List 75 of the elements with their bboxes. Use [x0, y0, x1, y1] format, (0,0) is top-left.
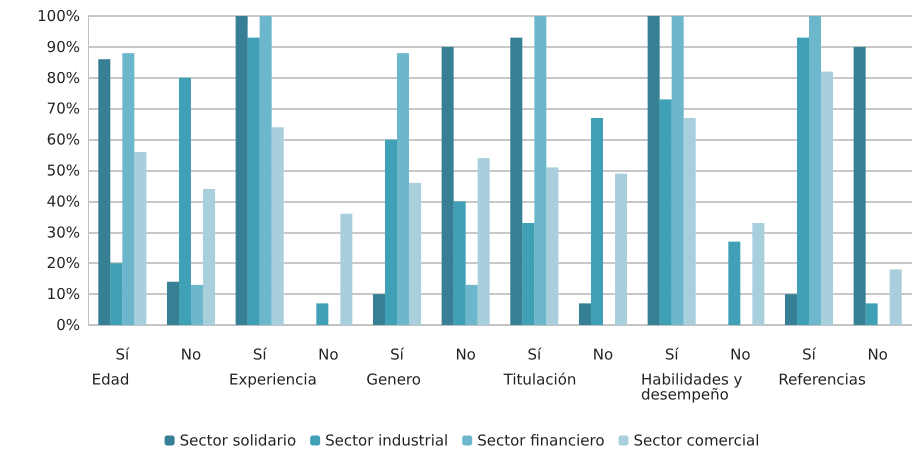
bar — [384, 140, 397, 325]
x-tick-label: Sí — [390, 346, 405, 364]
legend-label: Sector industrial — [325, 432, 448, 450]
y-tick-label: 80% — [46, 68, 80, 87]
bar — [684, 118, 696, 325]
bar — [821, 72, 834, 325]
bar — [796, 38, 809, 325]
bar — [122, 53, 134, 325]
bar — [660, 99, 672, 325]
x-tick-label: Sí — [802, 346, 817, 364]
bar — [478, 158, 490, 325]
bar — [110, 263, 122, 325]
x-tick-label: No — [592, 346, 614, 364]
legend-label: Sector solidario — [180, 432, 296, 450]
y-tick-label: 60% — [46, 130, 80, 149]
bar — [534, 16, 546, 325]
bar — [316, 303, 328, 325]
bar — [372, 294, 385, 325]
x-tick-label: No — [455, 346, 476, 364]
bar — [752, 223, 764, 325]
bar — [397, 53, 410, 325]
bar — [590, 118, 603, 325]
legend-label: Sector financiero — [477, 432, 605, 450]
y-tick-label: 0% — [56, 316, 80, 334]
bar — [236, 16, 248, 325]
bar — [98, 59, 110, 325]
bar — [466, 284, 478, 325]
bar — [784, 294, 797, 325]
bar — [178, 78, 191, 325]
bar — [454, 201, 466, 325]
bar — [510, 38, 522, 325]
bar — [648, 16, 660, 325]
bar — [409, 182, 422, 325]
x-tick-label: Sí — [664, 346, 680, 364]
bar — [578, 303, 591, 325]
y-tick-label: 70% — [46, 100, 80, 118]
x-tick-label: No — [318, 346, 339, 364]
y-tick-label: 40% — [46, 192, 80, 210]
bar — [203, 189, 216, 325]
bar — [615, 174, 628, 325]
bar — [340, 214, 352, 325]
text: Experiencia — [229, 370, 317, 388]
y-tick-label: 50% — [46, 162, 80, 180]
bar — [728, 242, 740, 325]
bar — [854, 46, 866, 325]
y-tick-label: 90% — [46, 38, 80, 56]
bar — [809, 16, 822, 325]
y-tick-label: 10% — [46, 285, 80, 304]
y-tick-label: 20% — [46, 254, 80, 272]
bar — [866, 303, 878, 325]
x-tick-label: Sí — [252, 346, 268, 364]
y-tick-label: 30% — [46, 223, 80, 242]
x-tick-label: No — [867, 346, 888, 364]
x-tick-label: Sí — [527, 346, 542, 364]
bar — [546, 167, 558, 325]
x-tick-label: Sí — [115, 346, 130, 364]
text: Habilidades y desempeño — [641, 370, 748, 404]
text: Edad — [92, 370, 130, 388]
x-tick-label: No — [730, 346, 751, 364]
bar — [442, 46, 454, 325]
text: Genero — [366, 370, 421, 388]
bar — [272, 127, 284, 325]
y-tick-label: 100% — [37, 7, 80, 25]
bar — [248, 38, 260, 325]
bar — [890, 269, 902, 325]
text: Titulación — [502, 370, 576, 388]
bar — [522, 223, 534, 325]
text: Referencias — [778, 370, 866, 388]
bar — [134, 152, 146, 325]
x-tick-label: No — [180, 346, 202, 364]
bar — [260, 16, 272, 325]
bar — [191, 284, 204, 325]
bar — [166, 282, 179, 325]
legend-label: Sector comercial — [634, 432, 760, 450]
bar — [672, 16, 684, 325]
